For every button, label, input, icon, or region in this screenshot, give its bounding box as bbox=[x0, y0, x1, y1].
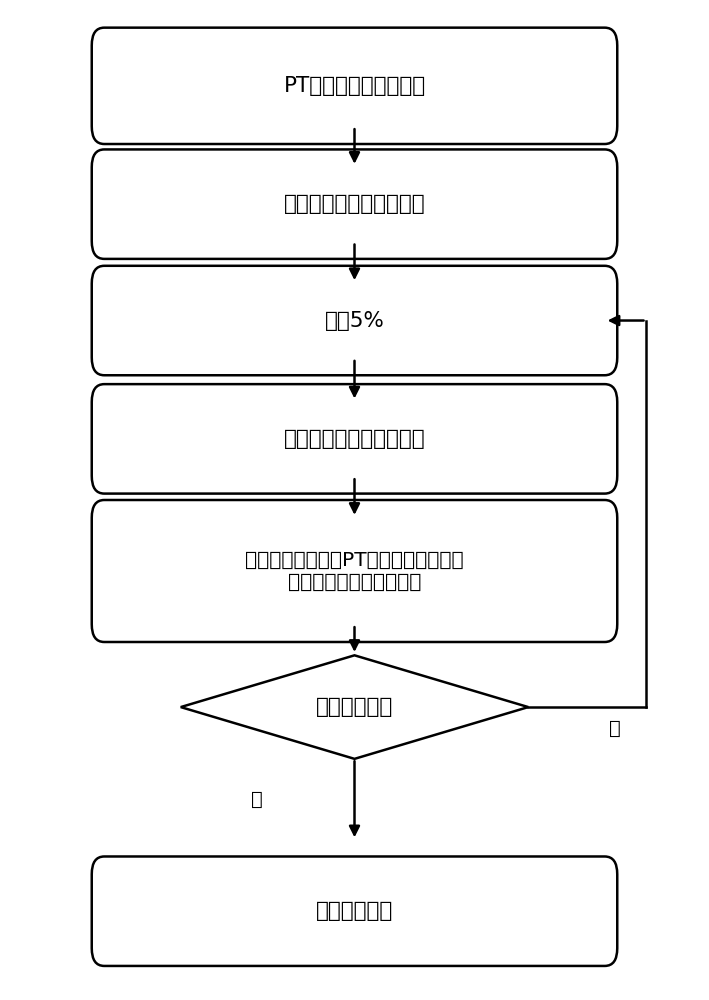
Text: 调节补偿系数，令PT试验侧端口等效阻
抗值接近额定电压时情况: 调节补偿系数，令PT试验侧端口等效阻 抗值接近额定电压时情况 bbox=[245, 550, 464, 592]
FancyBboxPatch shape bbox=[91, 500, 618, 642]
FancyBboxPatch shape bbox=[91, 384, 618, 494]
FancyBboxPatch shape bbox=[91, 856, 618, 966]
Text: 升压5%: 升压5% bbox=[325, 311, 384, 331]
Text: 达到试验电压: 达到试验电压 bbox=[316, 697, 393, 717]
Text: PT试验端口加额定电压: PT试验端口加额定电压 bbox=[284, 76, 425, 96]
FancyBboxPatch shape bbox=[91, 149, 618, 259]
FancyBboxPatch shape bbox=[91, 266, 618, 375]
Text: 计算试验侧端口等效阻抗: 计算试验侧端口等效阻抗 bbox=[284, 429, 425, 449]
Text: 否: 否 bbox=[609, 719, 621, 738]
Text: 记录试验数据: 记录试验数据 bbox=[316, 901, 393, 921]
FancyBboxPatch shape bbox=[91, 28, 618, 144]
Polygon shape bbox=[181, 655, 528, 759]
Text: 获取试验侧端口等效阻抗: 获取试验侧端口等效阻抗 bbox=[284, 194, 425, 214]
Text: 是: 是 bbox=[251, 790, 263, 809]
